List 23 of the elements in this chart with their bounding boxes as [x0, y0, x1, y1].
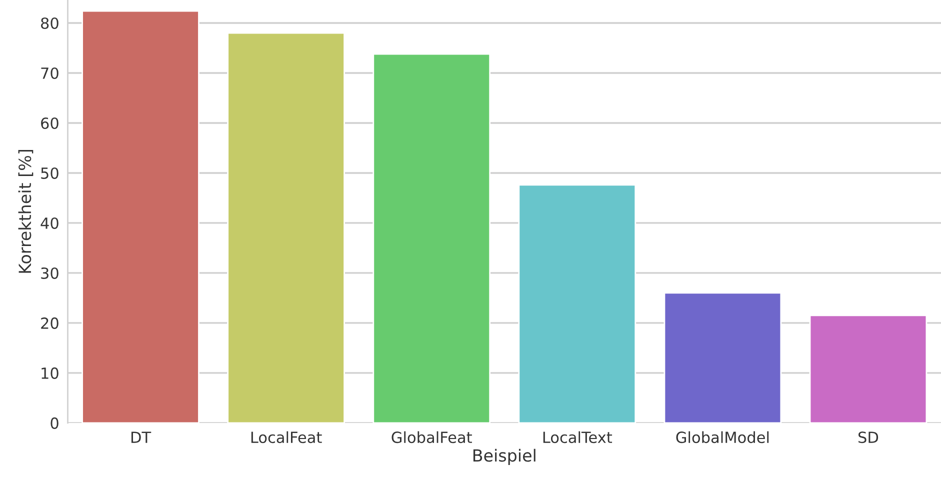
x-tick-label: GlobalFeat — [392, 431, 472, 444]
y-tick-label: 80 — [41, 17, 58, 30]
x-tick-label: GlobalModel — [676, 431, 769, 444]
y-tick-label: 30 — [41, 267, 58, 279]
y-tick-label: 40 — [40, 217, 58, 229]
y-tick-label: 0 — [50, 417, 58, 429]
x-axis-title: Beispiel — [473, 448, 536, 465]
bar — [664, 292, 782, 423]
x-tick-label: LocalFeat — [251, 431, 322, 444]
bar — [518, 184, 636, 423]
bar — [82, 10, 200, 423]
x-tick-label: LocalText — [543, 431, 612, 444]
x-tick-label: SD — [858, 432, 878, 444]
y-tick-label: 60 — [41, 117, 58, 130]
y-tick-label: 50 — [41, 167, 58, 180]
bar — [809, 314, 928, 423]
y-tick-label: 10 — [42, 367, 58, 379]
y-tick-label: 20 — [41, 317, 58, 329]
bar — [372, 53, 491, 423]
y-tick-label: 70 — [41, 67, 58, 80]
x-tick-label: DT — [131, 432, 152, 443]
y-axis-title: Korrektheit [%] — [18, 150, 34, 273]
bar — [227, 32, 345, 423]
